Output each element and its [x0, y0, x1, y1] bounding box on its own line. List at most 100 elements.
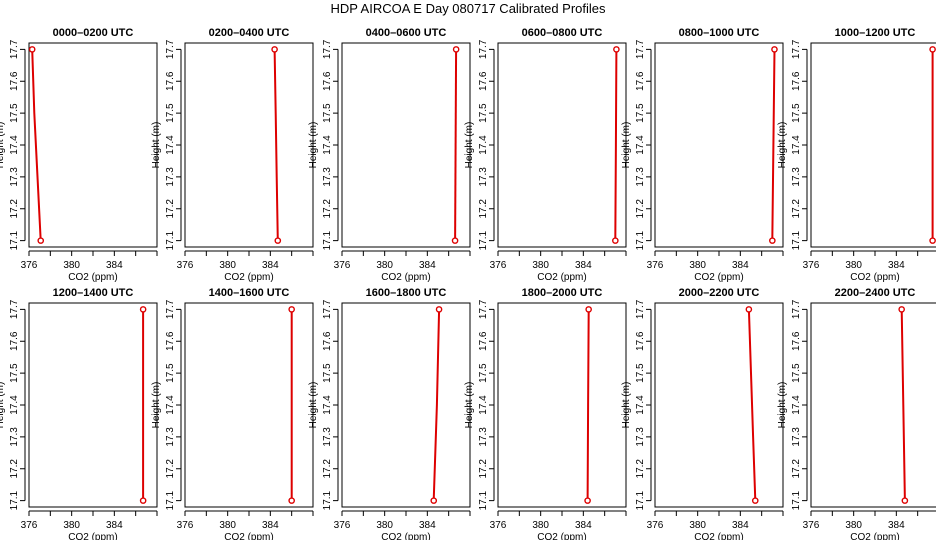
- x-tick-label: 380: [845, 260, 862, 271]
- x-tick-label: 380: [689, 260, 706, 271]
- x-tick-label: 380: [845, 520, 862, 531]
- y-tick-label: 17.6: [322, 71, 333, 91]
- y-tick-label: 17.1: [635, 230, 646, 250]
- y-tick-label: 17.4: [165, 135, 176, 155]
- y-tick-label: 17.6: [165, 71, 176, 91]
- y-tick-label: 17.5: [322, 363, 333, 383]
- x-tick-label: 376: [490, 520, 507, 531]
- y-axis-label: Height (m): [308, 122, 319, 169]
- y-tick-label: 17.7: [9, 39, 20, 59]
- x-tick-label: 384: [262, 260, 279, 271]
- y-tick-label: 17.6: [322, 331, 333, 351]
- y-tick-label: 17.3: [322, 427, 333, 447]
- x-axis-label: CO2 (ppm): [537, 532, 586, 540]
- x-tick-label: 380: [532, 520, 549, 531]
- x-tick-label: 376: [21, 260, 38, 271]
- y-tick-label: 17.7: [165, 299, 176, 319]
- x-tick-label: 380: [63, 520, 80, 531]
- y-tick-label: 17.1: [478, 490, 489, 510]
- x-tick-label: 380: [532, 260, 549, 271]
- plot-frame: [28, 42, 158, 248]
- x-tick-label: 380: [63, 260, 80, 271]
- x-tick-label: 376: [177, 260, 194, 271]
- y-axis-label: Height (m): [777, 382, 788, 429]
- y-tick-label: 17.1: [635, 490, 646, 510]
- x-tick-label: 376: [490, 260, 507, 271]
- y-axis-label: Height (m): [308, 382, 319, 429]
- profile-endpoint: [28, 46, 36, 53]
- y-tick-label: 17.2: [791, 459, 802, 479]
- plot-frame: [184, 42, 314, 248]
- profile-endpoint: [288, 306, 295, 313]
- y-axis-label: Height (m): [777, 122, 788, 169]
- x-axis-label: CO2 (ppm): [537, 272, 586, 283]
- y-tick-label: 17.5: [478, 103, 489, 123]
- x-tick-label: 384: [106, 520, 123, 531]
- plot-frame: [184, 302, 314, 508]
- y-tick-label: 17.7: [165, 39, 176, 59]
- y-tick-label: 17.6: [165, 331, 176, 351]
- y-tick-label: 17.3: [9, 167, 20, 187]
- y-tick-label: 17.7: [9, 299, 20, 319]
- plot-frame: [810, 42, 936, 248]
- y-tick-label: 17.1: [165, 490, 176, 510]
- panel-title: 1800–2000 UTC: [522, 287, 603, 299]
- profile-line: [454, 49, 458, 241]
- x-tick-label: 376: [334, 260, 351, 271]
- y-tick-label: 17.2: [478, 199, 489, 219]
- x-tick-label: 376: [647, 260, 664, 271]
- plot-frame: [654, 42, 784, 248]
- x-axis-label: CO2 (ppm): [850, 272, 899, 283]
- y-tick-label: 17.3: [635, 427, 646, 447]
- profile-panel: 1600–1800 UTC 376 380 384 17.1 17.2 17.3 17.4 17…: [308, 287, 471, 540]
- x-axis-label: CO2 (ppm): [381, 532, 430, 540]
- y-tick-label: 17.3: [635, 167, 646, 187]
- y-tick-label: 17.3: [478, 427, 489, 447]
- y-tick-label: 17.2: [9, 199, 20, 219]
- profile-endpoint: [771, 46, 778, 53]
- y-tick-label: 17.1: [791, 230, 802, 250]
- profile-endpoint: [929, 46, 936, 53]
- y-tick-label: 17.1: [478, 230, 489, 250]
- y-tick-label: 17.7: [478, 39, 489, 59]
- y-tick-label: 17.3: [791, 427, 802, 447]
- y-tick-label: 17.7: [322, 299, 333, 319]
- profile-endpoint: [585, 306, 592, 313]
- y-tick-label: 17.5: [791, 103, 802, 123]
- y-tick-label: 17.2: [322, 459, 333, 479]
- profile-panel: 0800–1000 UTC 376 380 384 17.1 17.2 17.3 17.4 17…: [621, 27, 784, 283]
- profile-panel: 1000–1200 UTC 376 380 384 17.1 17.2 17.3 17.4 17…: [777, 27, 936, 283]
- profile-line: [614, 49, 618, 241]
- profile-endpoint: [430, 497, 438, 504]
- y-tick-label: 17.4: [322, 135, 333, 155]
- x-tick-label: 380: [219, 260, 236, 271]
- profile-endpoint: [271, 46, 278, 53]
- profile-line: [771, 49, 776, 241]
- panel-title: 0800–1000 UTC: [679, 27, 760, 39]
- x-tick-label: 384: [732, 260, 749, 271]
- y-tick-label: 17.1: [165, 230, 176, 250]
- x-tick-label: 380: [376, 260, 393, 271]
- x-axis-label: CO2 (ppm): [224, 272, 273, 283]
- x-tick-label: 384: [106, 260, 123, 271]
- profile-panel: 2000–2200 UTC 376 380 384 17.1 17.2 17.3 17.4 17…: [621, 287, 784, 540]
- x-tick-label: 384: [888, 520, 905, 531]
- profile-endpoint: [274, 237, 282, 244]
- panel-title: 0400–0600 UTC: [366, 27, 447, 39]
- y-tick-label: 17.7: [791, 39, 802, 59]
- y-tick-label: 17.2: [9, 459, 20, 479]
- y-axis-label: Height (m): [464, 382, 475, 429]
- x-tick-label: 384: [262, 520, 279, 531]
- y-tick-label: 17.7: [322, 39, 333, 59]
- y-tick-label: 17.5: [478, 363, 489, 383]
- y-tick-label: 17.5: [165, 363, 176, 383]
- y-tick-label: 17.7: [478, 299, 489, 319]
- profile-panel: 1800–2000 UTC 376 380 384 17.1 17.2 17.3 17.4 17…: [464, 287, 627, 540]
- y-tick-label: 17.4: [791, 135, 802, 155]
- panel-title: 2000–2200 UTC: [679, 287, 760, 299]
- x-tick-label: 380: [689, 520, 706, 531]
- y-tick-label: 17.3: [322, 167, 333, 187]
- profile-endpoint: [769, 237, 776, 244]
- y-tick-label: 17.2: [478, 459, 489, 479]
